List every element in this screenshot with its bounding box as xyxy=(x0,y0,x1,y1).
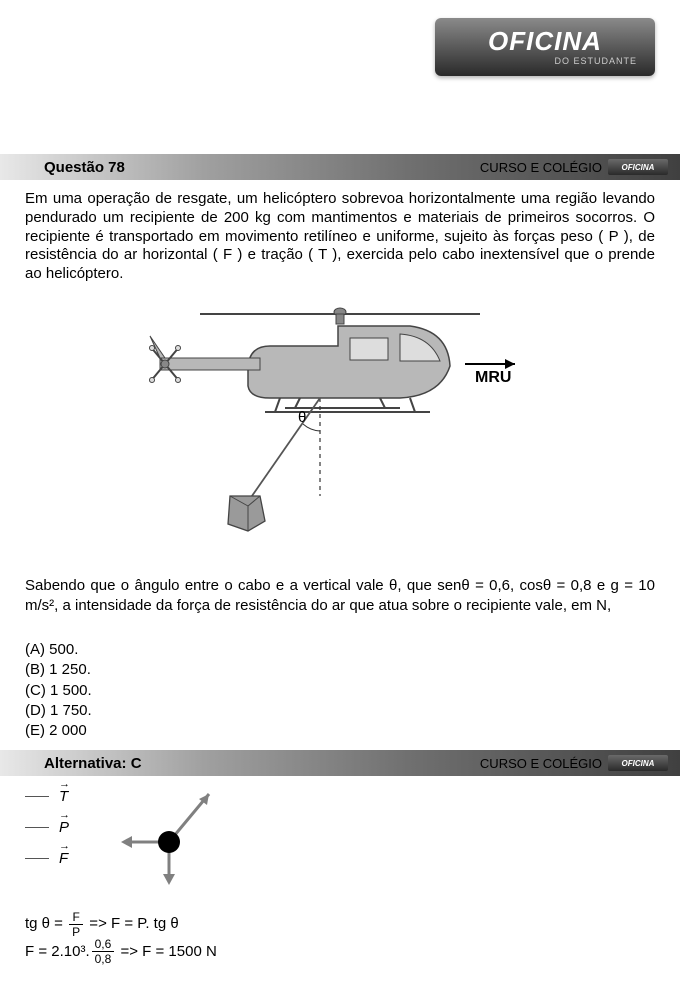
answer-header-bar: Alternativa: C CURSO E COLÉGIO OFICINA xyxy=(0,750,680,776)
question-text: Em uma operação de resgate, um helicópte… xyxy=(25,190,655,284)
legend-dash-icon xyxy=(25,827,49,829)
question-header-bar: Questão 78 CURSO E COLÉGIO OFICINA xyxy=(0,154,680,180)
vector-legend: T P F xyxy=(25,782,69,892)
eq2-pre: F = 2.10³. xyxy=(25,943,90,960)
eq2-num: 0,6 xyxy=(92,938,115,952)
answer-label: Alternativa: C xyxy=(44,755,142,772)
answer-course-label: CURSO E COLÉGIO xyxy=(480,756,602,771)
question-number: Questão 78 xyxy=(44,159,125,176)
eq1-num: F xyxy=(69,911,82,925)
eq2-post: => F = 1500 N xyxy=(116,943,216,960)
alternative-d: (D) 1 750. xyxy=(25,701,92,721)
alternative-b: (B) 1 250. xyxy=(25,660,92,680)
mini-logo: OFICINA xyxy=(608,159,668,175)
question-info: Sabendo que o ângulo entre o cabo e a ve… xyxy=(25,576,655,615)
alternatives-list: (A) 500. (B) 1 250. (C) 1 500. (D) 1 750… xyxy=(25,640,92,741)
equation-2: F = 2.10³.0,60,8 => F = 1500 N xyxy=(25,938,217,966)
eq1-fraction: FP xyxy=(69,911,83,938)
equation-1: tg θ = FP => F = P. tg θ xyxy=(25,910,217,938)
eq1-pre: tg θ = xyxy=(25,915,67,932)
eq2-den: 0,8 xyxy=(92,952,115,965)
legend-p: P xyxy=(25,819,69,836)
vector-f-label: F xyxy=(59,850,68,867)
helicopter-diagram: MRU θ xyxy=(120,296,560,536)
alternative-e: (E) 2 000 xyxy=(25,721,92,741)
legend-dash-icon xyxy=(25,858,49,860)
eq1-den: P xyxy=(69,925,83,938)
alternative-c: (C) 1 500. xyxy=(25,681,92,701)
alternative-a: (A) 500. xyxy=(25,640,92,660)
force-diagram xyxy=(99,782,239,892)
course-label: CURSO E COLÉGIO xyxy=(480,160,602,175)
course-label-group: CURSO E COLÉGIO OFICINA xyxy=(480,159,668,175)
answer-course-group: CURSO E COLÉGIO OFICINA xyxy=(480,755,668,771)
vector-t-label: T xyxy=(59,788,68,805)
vector-p-label: P xyxy=(59,819,69,836)
answer-mini-logo: OFICINA xyxy=(608,755,668,771)
logo-text: OFICINA xyxy=(488,28,602,54)
legend-dash-icon xyxy=(25,796,49,798)
solution-equations: tg θ = FP => F = P. tg θ F = 2.10³.0,60,… xyxy=(25,910,217,965)
brand-logo: OFICINA DO ESTUDANTE xyxy=(435,18,655,76)
theta-label: θ xyxy=(298,409,306,426)
solution-area: T P F xyxy=(25,782,655,892)
legend-t: T xyxy=(25,788,69,805)
logo-subtitle: DO ESTUDANTE xyxy=(554,56,637,66)
mru-label: MRU xyxy=(475,369,511,386)
legend-f: F xyxy=(25,850,69,867)
eq2-fraction: 0,60,8 xyxy=(92,938,115,965)
eq1-post: => F = P. tg θ xyxy=(85,915,179,932)
